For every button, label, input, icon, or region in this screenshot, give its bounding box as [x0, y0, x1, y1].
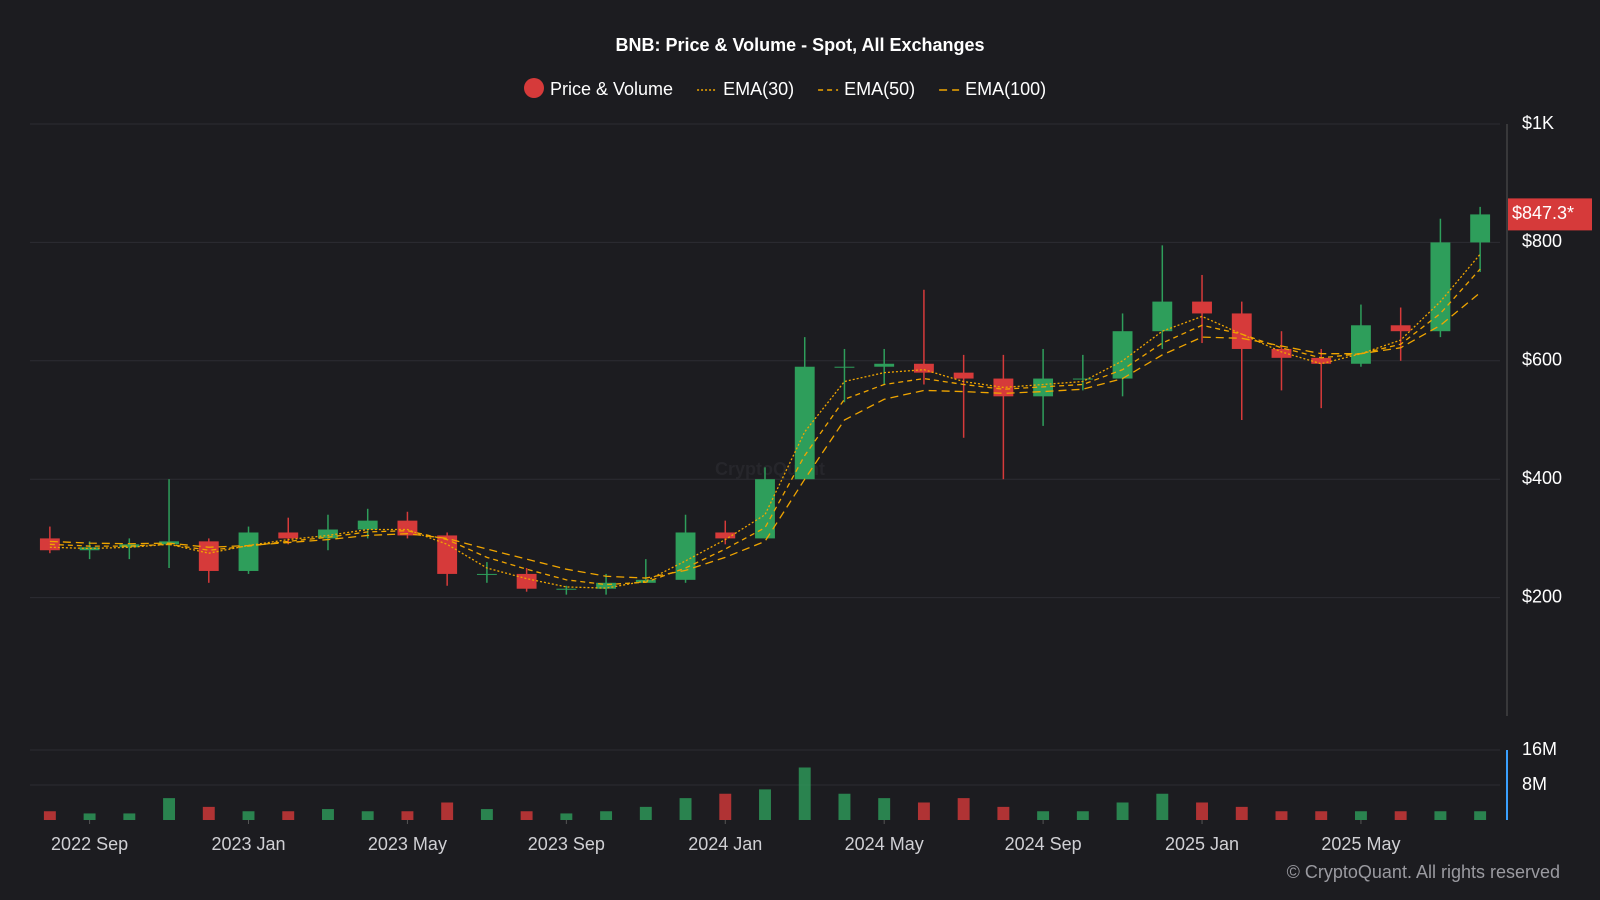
volume-bar: [1394, 811, 1407, 820]
candle-body: [596, 582, 617, 589]
volume-bar: [43, 811, 56, 820]
candle-body: [1271, 348, 1292, 358]
last-price-badge: [1508, 198, 1592, 231]
y-tick-label: $800: [1522, 231, 1562, 251]
volume-bar: [322, 809, 334, 820]
volume-bar: [600, 811, 613, 820]
volume-bar: [480, 809, 493, 820]
volume-bar: [520, 811, 533, 820]
volume-tick-label: 16M: [1522, 739, 1557, 759]
candle-body: [913, 363, 934, 373]
ema-line: [49, 292, 1481, 579]
volume-bar: [957, 798, 970, 820]
legend-label: Price & Volume: [550, 79, 673, 99]
candle-body: [476, 573, 497, 575]
candle-body: [238, 532, 259, 571]
x-tick-label: 2024 Jan: [688, 834, 762, 854]
volume-bar: [1354, 811, 1367, 820]
legend-label: EMA(50): [844, 79, 915, 99]
volume-bar: [123, 813, 136, 820]
footer: © CryptoQuant. All rights reserved: [1287, 862, 1560, 882]
volume-bar: [1235, 806, 1248, 820]
volume-bar: [1196, 802, 1208, 820]
y-tick-label: $400: [1522, 468, 1562, 488]
volume-bar: [1474, 811, 1487, 820]
legend-label: EMA(100): [965, 79, 1046, 99]
volume-bar: [759, 789, 771, 820]
candle-body: [1390, 325, 1411, 332]
volume-bar: [282, 811, 295, 820]
x-tick-label: 2024 Sep: [1005, 834, 1082, 854]
candle-body: [1311, 357, 1332, 364]
volume-bar: [1076, 811, 1089, 820]
candle-body: [635, 579, 656, 583]
volume-bar: [1434, 811, 1447, 820]
volume-bar: [202, 806, 215, 820]
y-tick-label: $1K: [1522, 113, 1554, 133]
volume-bar: [441, 802, 454, 820]
volume-bar: [361, 811, 374, 820]
volume-bar: [798, 767, 811, 820]
x-tick-label: 2025 Jan: [1165, 834, 1239, 854]
volume-bar: [1315, 811, 1328, 820]
volume-bar: [917, 802, 930, 820]
candle-body: [556, 588, 577, 590]
volume-bar: [242, 811, 255, 820]
legend-label: EMA(30): [723, 79, 794, 99]
legend-marker: [524, 78, 544, 98]
volume-bar: [163, 798, 176, 820]
candle-body: [1112, 331, 1133, 379]
volume-bar: [401, 811, 414, 820]
candle-body: [437, 535, 458, 574]
candle-body: [675, 532, 696, 580]
volume-bar: [878, 798, 891, 820]
last-price-label: $847.3*: [1512, 203, 1574, 223]
candle-body: [119, 544, 140, 548]
candle-body: [1152, 301, 1173, 332]
candle-body: [1192, 301, 1212, 314]
volume-bar: [560, 813, 573, 820]
volume-bar: [1116, 802, 1129, 820]
volume-bar: [83, 813, 96, 820]
candle-body: [1351, 325, 1371, 364]
candle-body: [357, 520, 378, 530]
candle-body: [1072, 378, 1093, 380]
candle-body: [1470, 214, 1491, 243]
volume-tick-label: 8M: [1522, 774, 1547, 794]
volume-bar: [639, 806, 652, 820]
candle-body: [318, 529, 338, 539]
volume-bar: [997, 806, 1010, 820]
volume-bar: [1156, 793, 1169, 820]
candle-body: [198, 541, 219, 571]
candle-body: [1231, 313, 1252, 349]
volume-bar: [838, 793, 851, 820]
x-tick-label: 2023 Sep: [528, 834, 605, 854]
volume-bar: [719, 793, 732, 820]
candle-body: [953, 372, 974, 379]
y-tick-label: $600: [1522, 350, 1562, 370]
x-tick-label: 2024 May: [845, 834, 924, 854]
y-tick-label: $200: [1522, 586, 1562, 606]
candle-body: [516, 573, 537, 589]
candle-body: [79, 547, 100, 551]
chart-title: BNB: Price & Volume - Spot, All Exchange…: [615, 35, 984, 55]
volume-bar: [1037, 811, 1050, 820]
candle-body: [1430, 242, 1451, 332]
x-tick-label: 2025 May: [1321, 834, 1400, 854]
volume-bar: [1275, 811, 1288, 820]
candle-body: [278, 532, 299, 539]
x-tick-label: 2023 Jan: [211, 834, 285, 854]
volume-bar: [679, 798, 692, 820]
candle-body: [794, 366, 815, 480]
x-tick-label: 2023 May: [368, 834, 447, 854]
candle-body: [755, 479, 775, 539]
candle-body: [834, 366, 855, 368]
x-tick-label: 2022 Sep: [51, 834, 128, 854]
candle-body: [715, 532, 736, 539]
candle-body: [874, 363, 895, 367]
ema-line: [49, 268, 1481, 586]
